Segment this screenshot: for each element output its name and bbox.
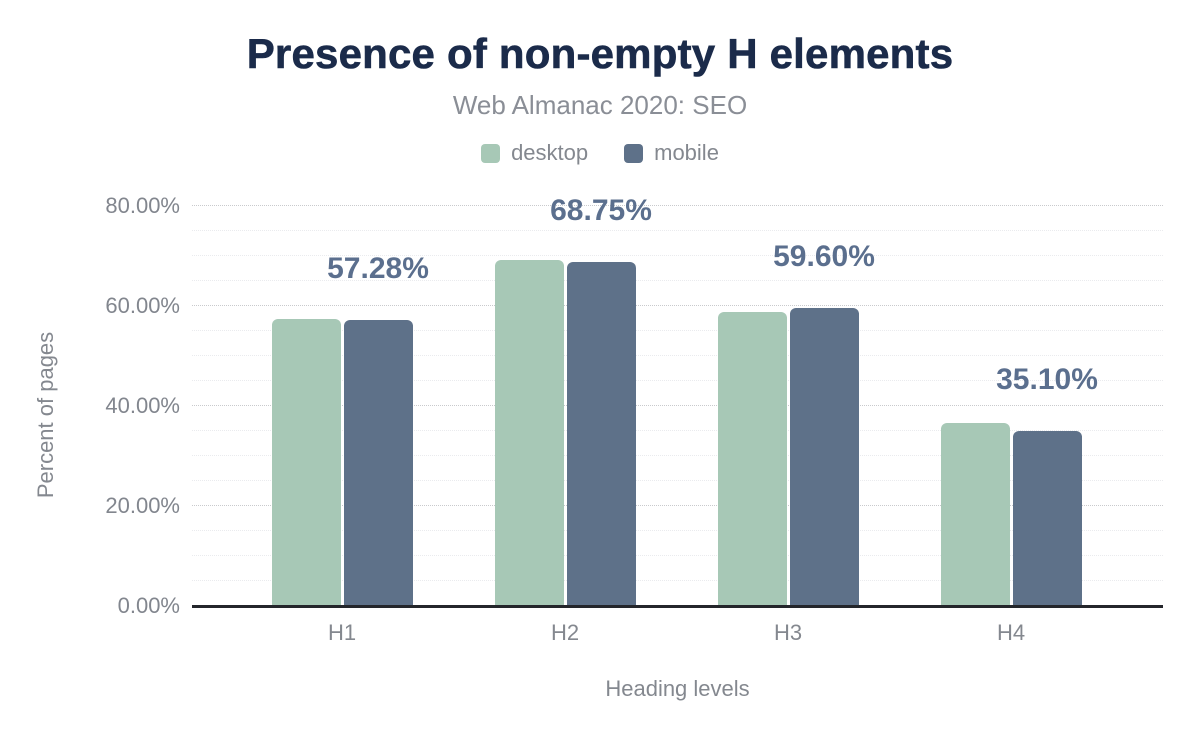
- legend-label: mobile: [654, 140, 719, 165]
- gridline-minor: [192, 280, 1163, 281]
- bar-desktop-H1[interactable]: [271, 318, 341, 606]
- gridline-major: [192, 305, 1163, 306]
- gridline-minor: [192, 455, 1163, 456]
- bar-value-label-H4: 35.10%: [996, 362, 1098, 396]
- bar-mobile-H2[interactable]: [566, 262, 636, 606]
- y-tick-label: 0.00%: [117, 593, 180, 618]
- y-tick-label: 80.00%: [105, 193, 180, 218]
- bar-group-H2: [494, 260, 636, 606]
- bar-group-H4: [940, 423, 1082, 606]
- gridline-minor: [192, 355, 1163, 356]
- legend-label: desktop: [511, 140, 589, 165]
- x-axis-line: [192, 605, 1163, 608]
- plot-area: 57.28% 68.75% 59.60% 35.10%: [192, 181, 1163, 608]
- bar-desktop-H4[interactable]: [940, 423, 1010, 606]
- bar-group-H3: [717, 308, 859, 606]
- gridline-minor: [192, 330, 1163, 331]
- y-tick-label: 40.00%: [105, 393, 180, 418]
- chart-title: Presence of non-empty H elements: [246, 30, 954, 78]
- bar-mobile-H1[interactable]: [343, 319, 413, 606]
- gridline-minor: [192, 480, 1163, 481]
- x-tick-label-H2: H2: [550, 620, 580, 645]
- x-tick-label-H3: H3: [773, 620, 803, 645]
- gridline-major: [192, 505, 1163, 506]
- gridline-major: [192, 205, 1163, 206]
- gridline-minor: [192, 255, 1163, 256]
- bar-mobile-H4[interactable]: [1012, 430, 1082, 606]
- y-tick-label: 20.00%: [105, 493, 180, 518]
- bar-value-label-H3: 59.60%: [773, 240, 875, 273]
- x-tick-label-H4: H4: [996, 620, 1026, 645]
- gridline-minor: [192, 230, 1163, 231]
- gridline-minor: [192, 380, 1163, 381]
- bar-value-label-H2: 68.75%: [550, 194, 652, 228]
- gridline-major: [192, 405, 1163, 406]
- gridline-minor: [192, 530, 1163, 531]
- chart-subtitle: Web Almanac 2020: SEO: [452, 90, 748, 120]
- bar-value-label-H1: 57.28%: [327, 251, 429, 285]
- bar-desktop-H2[interactable]: [494, 260, 564, 606]
- legend: desktop mobile: [0, 140, 1200, 166]
- bar-mobile-H3[interactable]: [789, 308, 859, 606]
- legend-swatch-mobile: [624, 143, 644, 163]
- bar-desktop-H3[interactable]: [717, 311, 787, 606]
- x-tick-label-H1: H1: [327, 620, 357, 645]
- legend-item-desktop[interactable]: desktop: [481, 140, 588, 166]
- gridline-minor: [192, 555, 1163, 556]
- gridline-minor: [192, 430, 1163, 431]
- legend-swatch-desktop: [481, 143, 501, 163]
- gridline-minor: [192, 580, 1163, 581]
- legend-item-mobile[interactable]: mobile: [624, 140, 719, 166]
- y-tick-label: 60.00%: [105, 293, 180, 318]
- x-axis-title: Heading levels: [605, 676, 750, 701]
- bar-group-H1: [271, 318, 413, 606]
